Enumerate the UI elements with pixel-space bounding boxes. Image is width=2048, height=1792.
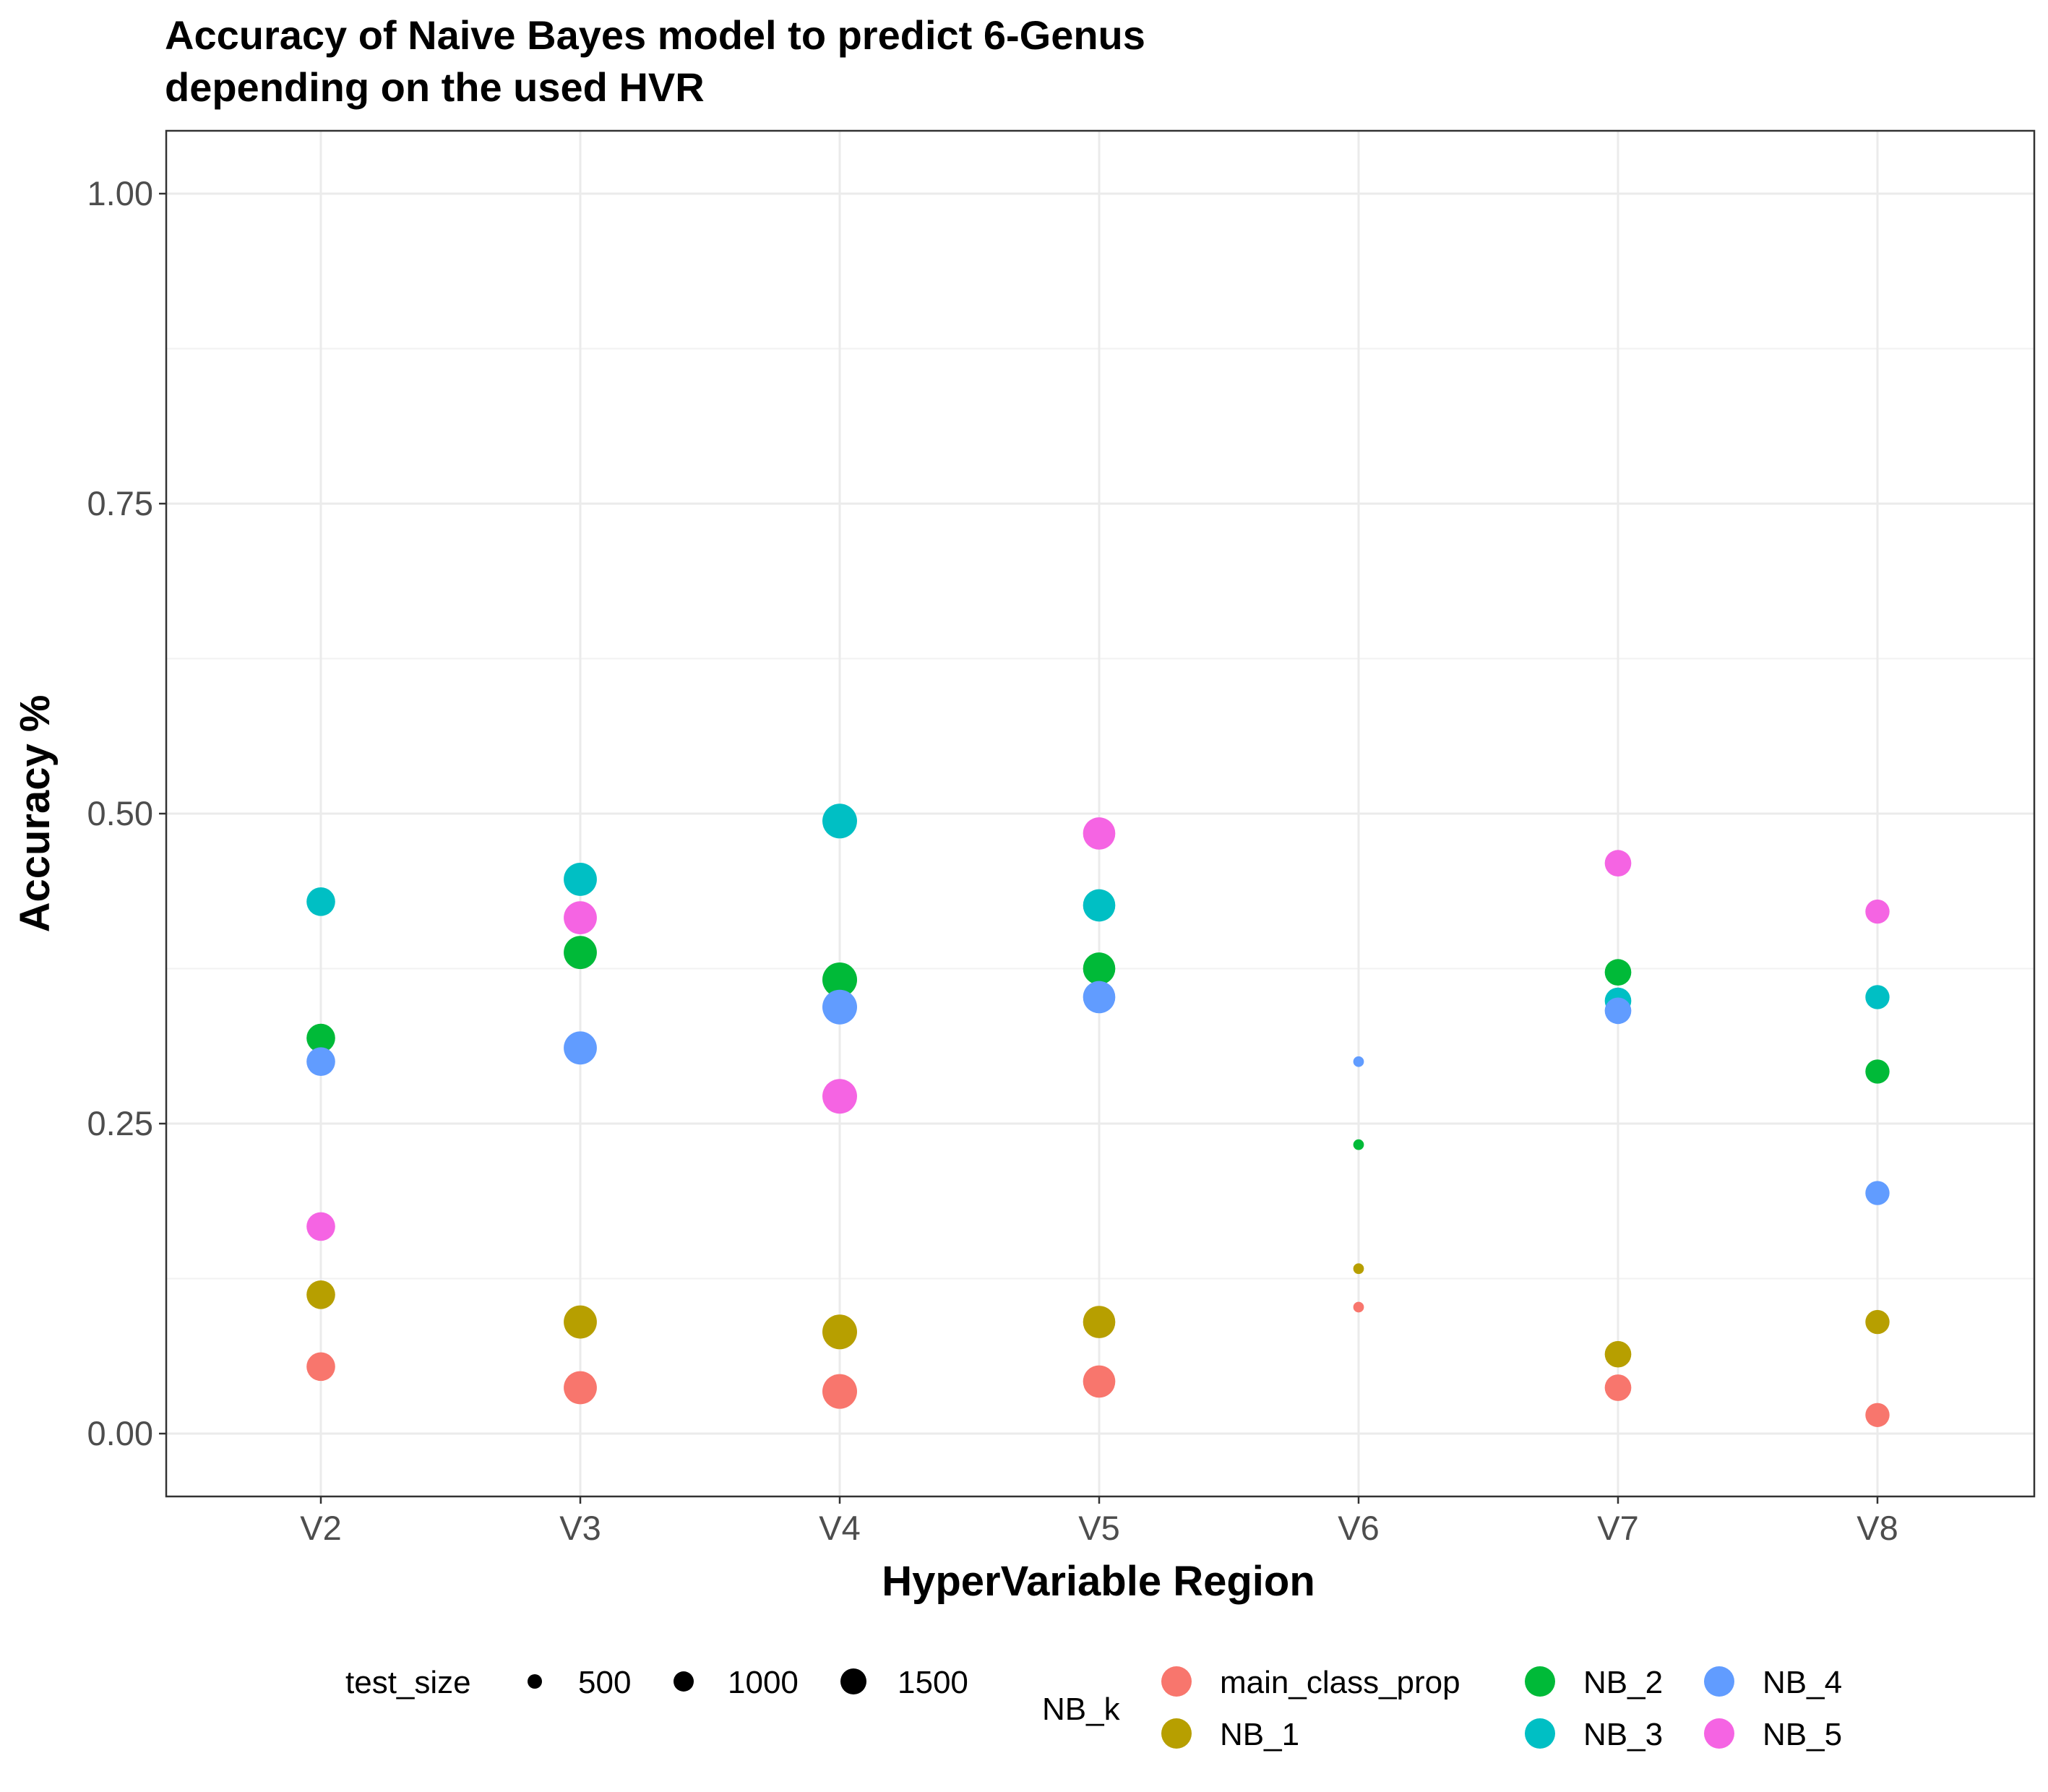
data-point: [564, 1031, 597, 1065]
data-point: [822, 1374, 857, 1409]
x-axis-ticks: V2 V3 V4 V5 V6 V7 V8: [300, 1496, 1898, 1547]
color-legend-label: NB_4: [1763, 1665, 1842, 1700]
data-point: [1353, 1056, 1364, 1067]
x-axis-title: HyperVariable Region: [882, 1558, 1315, 1605]
data-point: [822, 1079, 857, 1114]
color-legend: NB_k main_class_prop NB_1 NB_2 NB_3 NB_4 NB_5: [1042, 1665, 1842, 1752]
chart-title-line-2: depending on the used HVR: [165, 64, 705, 110]
x-tick-label: V5: [1078, 1509, 1120, 1547]
data-point: [564, 936, 597, 970]
size-legend: test_size 500 1000 1500: [345, 1665, 968, 1700]
data-point: [306, 1023, 335, 1053]
x-tick-label: V3: [559, 1509, 601, 1547]
data-point: [564, 1305, 597, 1339]
data-point: [306, 1352, 335, 1382]
color-legend-label: NB_5: [1763, 1717, 1842, 1752]
size-legend-key: [674, 1671, 694, 1692]
color-legend-key: [1525, 1666, 1555, 1697]
data-point: [306, 1047, 335, 1077]
size-legend-key: [840, 1668, 866, 1694]
data-point: [1865, 1403, 1890, 1427]
color-legend-key: [1704, 1666, 1734, 1697]
size-legend-label: 1000: [728, 1665, 799, 1700]
color-legend-label: NB_2: [1583, 1665, 1663, 1700]
data-point: [1083, 889, 1116, 922]
data-point: [1083, 981, 1116, 1014]
data-point: [1353, 1301, 1364, 1313]
data-point: [1865, 985, 1890, 1009]
data-point: [822, 1314, 857, 1350]
data-point: [306, 1212, 335, 1241]
data-point: [1604, 959, 1632, 986]
size-legend-title: test_size: [345, 1665, 471, 1700]
major-gridlines: [166, 131, 2034, 1496]
chart-title-line-1: Accuracy of Naive Bayes model to predict…: [165, 12, 1145, 58]
x-tick-label: V6: [1338, 1509, 1380, 1547]
data-point: [564, 1371, 597, 1405]
y-tick-label: 0.75: [87, 484, 153, 522]
y-tick-label: 0.50: [87, 794, 153, 832]
data-point: [1083, 817, 1116, 850]
data-point: [306, 887, 335, 916]
data-point: [822, 989, 857, 1025]
size-legend-key: [528, 1674, 542, 1689]
y-tick-label: 1.00: [87, 174, 153, 212]
data-point: [1865, 1309, 1890, 1335]
color-legend-label: NB_3: [1583, 1717, 1663, 1752]
data-point: [1604, 1340, 1632, 1368]
data-points: [306, 804, 1890, 1427]
color-legend-key: [1161, 1666, 1192, 1697]
size-legend-label: 500: [578, 1665, 631, 1700]
x-tick-label: V8: [1856, 1509, 1898, 1547]
size-legend-label: 1500: [898, 1665, 968, 1700]
y-axis-title: Accuracy %: [12, 695, 59, 933]
color-legend-key: [1161, 1718, 1192, 1749]
data-point: [1865, 1181, 1890, 1205]
y-tick-label: 0.00: [87, 1414, 153, 1452]
x-tick-label: V7: [1597, 1509, 1639, 1547]
y-tick-label: 0.25: [87, 1104, 153, 1142]
data-point: [306, 1280, 335, 1309]
color-legend-key: [1525, 1718, 1555, 1749]
data-point: [1083, 1306, 1116, 1338]
data-point: [1604, 997, 1632, 1025]
data-point: [822, 962, 857, 997]
x-tick-label: V2: [300, 1509, 342, 1547]
color-legend-label: main_class_prop: [1220, 1665, 1460, 1700]
data-point: [1353, 1139, 1364, 1150]
x-tick-label: V4: [819, 1509, 861, 1547]
data-point: [822, 804, 857, 839]
data-point: [564, 863, 597, 896]
data-point: [1865, 899, 1890, 924]
color-legend-title: NB_k: [1042, 1692, 1121, 1727]
color-legend-key: [1704, 1718, 1734, 1749]
data-point: [1865, 1059, 1890, 1084]
data-point: [1083, 1365, 1116, 1398]
data-point: [1604, 850, 1632, 876]
data-point: [1604, 1374, 1632, 1401]
data-point: [1353, 1263, 1364, 1275]
data-point: [564, 901, 597, 935]
y-axis-ticks: 0.00 0.25 0.50 0.75 1.00: [87, 174, 166, 1452]
data-point: [1083, 952, 1116, 985]
color-legend-label: NB_1: [1220, 1717, 1299, 1752]
